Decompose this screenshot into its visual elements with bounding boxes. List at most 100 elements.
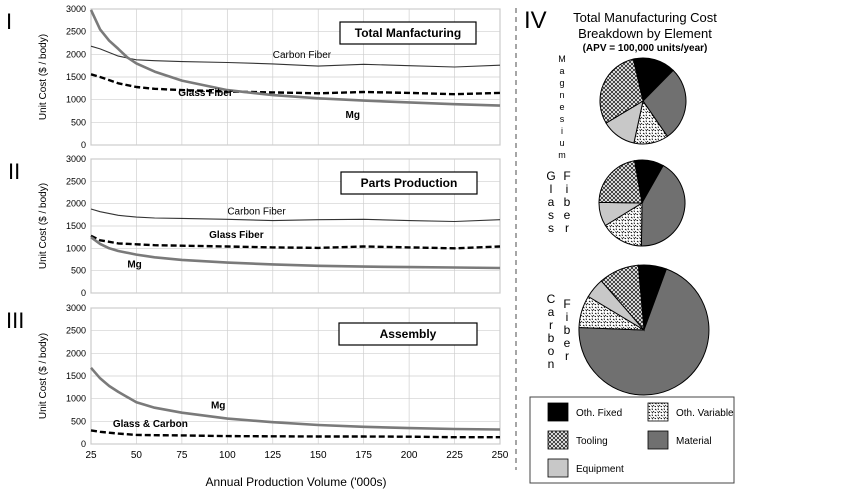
x-tick-label: 150	[310, 450, 327, 461]
x-axis-label: Annual Production Volume ('000s)	[205, 475, 386, 489]
y-tick-label: 1000	[66, 95, 86, 105]
y-tick-label: 500	[71, 117, 86, 127]
x-tick-label: 225	[446, 450, 463, 461]
series-line-glass-fiber	[90, 73, 501, 96]
panel-title: Assembly	[380, 327, 437, 341]
pie-label-letter: i	[566, 310, 569, 324]
series-label: Carbon Fiber	[227, 206, 286, 217]
pie-label-letter: e	[559, 102, 564, 112]
pie-label-letter: o	[548, 344, 555, 358]
pie-panel: IV Total Manufacturing Cost Breakdown by…	[524, 7, 735, 484]
panel-title: Parts Production	[361, 176, 458, 190]
y-tick-label: 3000	[66, 303, 86, 313]
x-tick-label: 25	[85, 450, 97, 461]
pie-label-letter: a	[548, 195, 555, 209]
x-tick-label: 125	[264, 450, 281, 461]
pie-magnesium	[599, 57, 687, 145]
pie-label-letter: C	[547, 292, 556, 306]
pie-note: (APV = 100,000 units/year)	[583, 43, 708, 54]
legend-label: Oth. Fixed	[576, 408, 622, 419]
pie-label-letter: G	[546, 169, 555, 183]
y-tick-label: 2000	[66, 348, 86, 358]
line-chart-3: 0 500 1000 1500 2000 2500 3000 25 50 75 100 125 150 1…	[6, 303, 509, 461]
panel-title: Total Manfacturing	[355, 26, 461, 40]
series-line-glass-fiber	[90, 234, 501, 250]
legend-label: Tooling	[576, 436, 608, 447]
pie-slice-material	[578, 268, 710, 396]
pie-label-letter: F	[563, 169, 570, 183]
y-axis-label: Unit Cost ($ / body)	[38, 333, 49, 419]
pie-legend: Oth. Fixed Oth. Variable Tooling Material Eq…	[529, 396, 735, 484]
y-axis-label: Unit Cost ($ / body)	[38, 183, 49, 269]
pie-title: Total Manufacturing Cost	[573, 10, 717, 25]
x-tick-label: 200	[401, 450, 418, 461]
x-tick-label: 50	[131, 450, 143, 461]
series-line-mg	[89, 9, 501, 107]
pie-label-letter: n	[559, 90, 564, 100]
pie-label-letter: n	[548, 357, 555, 371]
pie-label-letter: r	[549, 318, 553, 332]
pie-label-letter: M	[558, 54, 566, 64]
panel-title-box	[339, 21, 477, 45]
pie-slice-material	[640, 164, 686, 247]
pie-label-letter: e	[564, 208, 571, 222]
y-tick-label: 2500	[66, 326, 86, 336]
y-axis-label: Unit Cost ($ / body)	[38, 34, 49, 120]
pie-slice-tooling	[600, 264, 645, 332]
pie-label-letter: i	[561, 126, 563, 136]
y-tick-label: 500	[71, 416, 86, 426]
y-tick-label: 1000	[66, 243, 86, 253]
line-chart-1: 0 500 1000 1500 2000 2500 3000 Unit Cost ($ / b…	[6, 4, 501, 150]
series-label: Glass Fiber	[178, 88, 233, 99]
y-tick-label: 2000	[66, 199, 86, 209]
pie-label-letter: l	[550, 182, 553, 196]
x-tick-label: 75	[176, 450, 188, 461]
pie-label-letter: s	[560, 114, 565, 124]
x-tick-label: 175	[355, 450, 372, 461]
pie-slice-tooling	[598, 160, 643, 204]
pie-label-letter: r	[565, 221, 569, 235]
legend-label: Oth. Variable	[676, 408, 734, 419]
y-tick-label: 1000	[66, 394, 86, 404]
pie-label-letter: F	[563, 297, 570, 311]
series-line-carbon-fiber	[90, 45, 501, 68]
y-tick-label: 3000	[66, 4, 86, 14]
legend-swatch-material	[647, 430, 669, 450]
legend-swatch-equipment	[547, 458, 569, 478]
pie-label-letter: b	[548, 331, 555, 345]
legend-label: Material	[676, 436, 712, 447]
pie-label-letter: b	[564, 323, 571, 337]
pie-label-letter: m	[558, 150, 566, 160]
y-tick-label: 1500	[66, 371, 86, 381]
panel-title-box	[340, 171, 478, 195]
y-tick-label: 1500	[66, 72, 86, 82]
x-tick-label: 250	[492, 450, 509, 461]
y-tick-label: 2500	[66, 176, 86, 186]
pie-slice-material	[642, 69, 687, 138]
pie-label-letter: e	[564, 336, 571, 350]
series-line-carbon-fiber	[90, 208, 501, 223]
pie-label-letter: s	[548, 221, 554, 235]
pie-label-letter: g	[559, 78, 564, 88]
legend-swatch-variable	[647, 402, 669, 422]
y-tick-label: 500	[71, 266, 86, 276]
line-chart-2: 0 500 1000 1500 2000 2500 3000 Unit Cost ($ / b…	[8, 154, 501, 298]
pie-label-letter: a	[548, 305, 555, 319]
pie-label-letter: r	[565, 349, 569, 363]
y-tick-label: 3000	[66, 154, 86, 164]
series-label: Glass & Carbon	[113, 419, 188, 430]
pie-label-letter: a	[559, 66, 564, 76]
series-line-mg	[90, 236, 501, 270]
y-tick-label: 0	[81, 288, 86, 298]
pie-label-letter: u	[559, 138, 564, 148]
pie-glass-fiber	[598, 159, 686, 247]
y-tick-label: 0	[81, 140, 86, 150]
y-tick-label: 1500	[66, 221, 86, 231]
panel-label: III	[6, 308, 24, 333]
pie-label-letter: s	[548, 208, 554, 222]
series-label: Mg	[345, 110, 359, 121]
pie-label-letter: i	[566, 182, 569, 196]
y-tick-label: 0	[81, 439, 86, 449]
y-tick-label: 2500	[66, 27, 86, 37]
